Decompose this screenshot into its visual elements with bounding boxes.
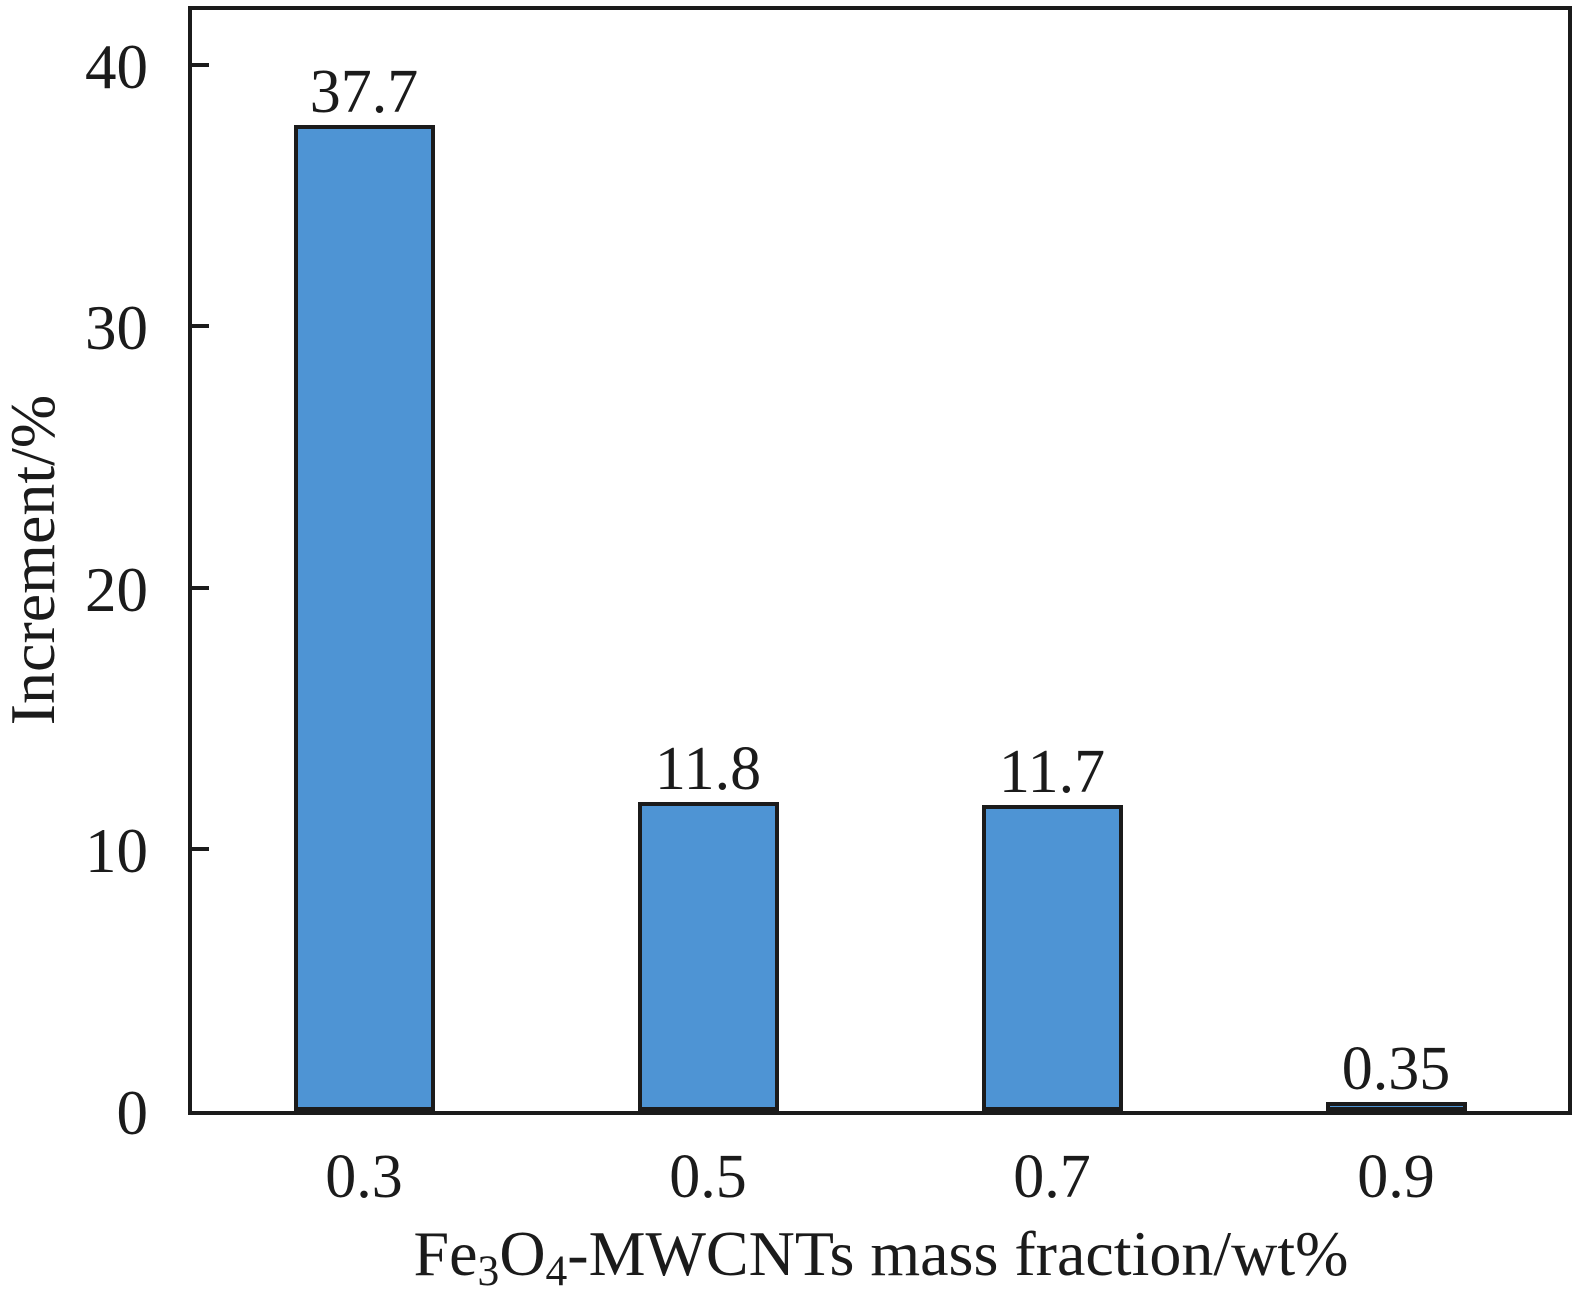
- bar: [294, 125, 435, 1111]
- x-tick-label: 0.3: [325, 1143, 403, 1211]
- x-axis-title-segment: -MWCNTs mass fraction/wt%: [567, 1218, 1349, 1289]
- bar-value-label: 11.8: [654, 735, 762, 803]
- x-tick-label: 0.5: [669, 1143, 747, 1211]
- plot-area: [188, 6, 1572, 1115]
- x-axis-title: Fe3O4-MWCNTs mass fraction/wt%: [414, 1222, 1349, 1294]
- x-tick-label: 0.7: [1013, 1143, 1091, 1211]
- x-axis-title-segment: Fe: [413, 1218, 478, 1289]
- bar-value-label: 11.7: [998, 738, 1106, 806]
- y-tick-mark: [192, 62, 209, 67]
- y-tick-mark: [192, 847, 209, 852]
- bar: [982, 805, 1123, 1111]
- y-tick-label: 10: [85, 816, 148, 886]
- bar-value-label: 0.35: [1341, 1035, 1451, 1103]
- x-tick-label: 0.9: [1357, 1143, 1435, 1211]
- y-tick-label: 20: [85, 555, 148, 625]
- y-tick-mark: [192, 585, 209, 590]
- x-axis-title-subscript: 4: [545, 1247, 568, 1296]
- x-axis-title-subscript: 3: [477, 1247, 500, 1296]
- bar: [1326, 1102, 1467, 1111]
- y-tick-mark: [192, 324, 209, 329]
- y-tick-label: 0: [116, 1078, 149, 1148]
- y-tick-label: 30: [85, 293, 148, 363]
- bar: [638, 802, 779, 1111]
- x-axis-title-segment: O: [499, 1218, 546, 1289]
- bar-value-label: 37.7: [309, 58, 419, 126]
- y-tick-label: 40: [85, 32, 148, 102]
